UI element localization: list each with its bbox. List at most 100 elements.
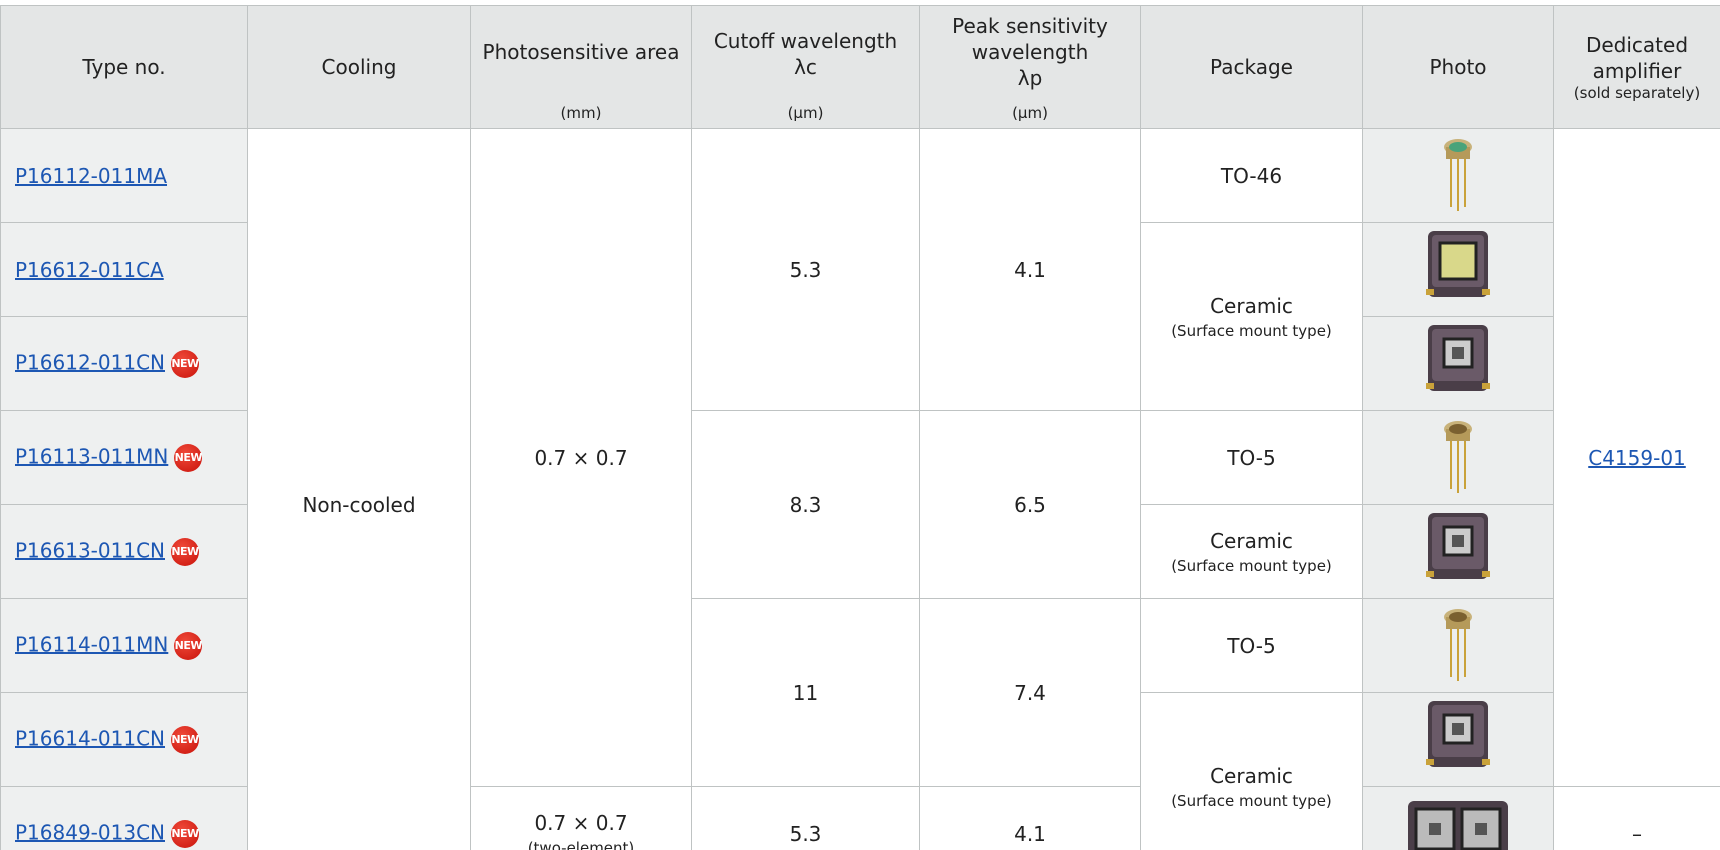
photo-cell — [1362, 692, 1554, 787]
type-link[interactable]: P16614-011CN — [15, 726, 165, 750]
new-badge: NEW — [171, 819, 199, 848]
row: P16849-013CN NEW 0.7 × 0.7 (two-element) 5… — [0, 786, 1720, 850]
package: TO-46 — [1220, 163, 1283, 188]
peak: 7.4 — [1014, 680, 1046, 705]
header-note: (sold separately) — [1573, 84, 1701, 102]
product-photo — [1426, 513, 1490, 579]
header-cell: Type no. — [0, 5, 248, 129]
package-cell: Ceramic (Surface mount type) — [1140, 692, 1363, 850]
type-cell: P16849-013CN NEW — [0, 786, 248, 850]
table-container: Type no. Cooling Photosensitive area (mm)… — [0, 5, 1720, 850]
type-cell: P16612-011CN NEW — [0, 316, 248, 411]
photo-cell — [1362, 128, 1554, 223]
type-link[interactable]: P16114-011MN — [15, 632, 169, 656]
header-label: Type no. — [82, 55, 166, 79]
type-cell: P16614-011CN NEW — [0, 692, 248, 787]
photo-cell — [1362, 316, 1554, 411]
peak: 6.5 — [1014, 492, 1046, 517]
photo-cell — [1362, 598, 1554, 693]
package: TO-5 — [1227, 445, 1276, 470]
area-cell: 0.7 × 0.7 — [470, 128, 692, 787]
product-photo — [1444, 609, 1472, 681]
package-cell: TO-46 — [1140, 128, 1363, 223]
cutoff-cell: 5.3 — [691, 128, 920, 411]
row: P16113-011MN NEW 8.3 6.5 TO-5 — [0, 410, 1720, 599]
area-cell: 0.7 × 0.7 (two-element) — [470, 786, 692, 850]
peak-cell: 6.5 — [919, 410, 1141, 599]
header-label: Dedicated amplifier — [1585, 33, 1689, 83]
header-cell: Dedicated amplifier (sold separately) — [1553, 5, 1720, 129]
amplifier-cell: – — [1553, 786, 1720, 850]
header-unit: (μm) — [1012, 104, 1048, 122]
type-link[interactable]: P16113-011MN — [15, 444, 169, 468]
row: P16612-011CA Ceramic (Surface mount type) — [0, 222, 1720, 411]
cooling-cell: Non-cooled — [247, 128, 471, 850]
amplifier-link[interactable]: C4159-01 — [1588, 445, 1686, 470]
photo-cell — [1362, 786, 1554, 850]
type-cell: P16613-011CN NEW — [0, 504, 248, 599]
product-photo — [1444, 421, 1472, 493]
package: Ceramic — [1210, 293, 1293, 318]
new-badge: NEW — [174, 631, 202, 660]
area: 0.7 × 0.7 — [534, 445, 628, 470]
product-photo — [1426, 325, 1490, 391]
type-cell: P16114-011MN NEW — [0, 598, 248, 693]
package-note: (Surface mount type) — [1171, 321, 1332, 340]
package-note: (Surface mount type) — [1171, 791, 1332, 810]
type-link[interactable]: P16849-013CN — [15, 820, 165, 844]
row: P16114-011MN NEW 11 7.4 TO-5 — [0, 598, 1720, 787]
new-badge: NEW — [174, 443, 202, 472]
row: P16613-011CN NEW Ceramic (Surface mount ty… — [0, 504, 1720, 599]
type-cell: P16112-011MA — [0, 128, 248, 223]
peak: 4.1 — [1014, 821, 1046, 846]
peak-cell: 7.4 — [919, 598, 1141, 787]
type-link[interactable]: P16112-011MA — [15, 163, 168, 188]
amplifier: – — [1632, 821, 1642, 846]
package: Ceramic — [1210, 763, 1293, 788]
cutoff: 5.3 — [789, 257, 822, 282]
product-photo — [1408, 801, 1508, 850]
package: TO-5 — [1227, 633, 1276, 658]
type-cell: P16612-011CA — [0, 222, 248, 317]
cooling: Non-cooled — [302, 492, 416, 517]
header-cell: Photosensitive area (mm) — [470, 5, 692, 129]
header-unit: (mm) — [560, 104, 602, 122]
cutoff: 5.3 — [789, 821, 822, 846]
header-cell: Photo — [1362, 5, 1554, 129]
photo-cell — [1362, 222, 1554, 317]
package-cell: Ceramic (Surface mount type) — [1140, 504, 1363, 599]
cutoff: 8.3 — [789, 492, 822, 517]
peak: 4.1 — [1014, 257, 1046, 282]
header-label: Package — [1210, 55, 1293, 79]
package-cell: Ceramic (Surface mount type) — [1140, 222, 1363, 411]
product-photo — [1426, 231, 1490, 297]
new-badge: NEW — [171, 537, 199, 566]
cutoff-cell: 8.3 — [691, 410, 920, 599]
new-badge: NEW — [171, 349, 199, 378]
type-link[interactable]: P16612-011CA — [15, 257, 164, 282]
type-link[interactable]: P16613-011CN — [15, 538, 165, 562]
area: 0.7 × 0.7 — [534, 810, 628, 835]
type-link[interactable]: P16612-011CN — [15, 350, 165, 374]
cutoff-cell: 5.3 — [691, 786, 920, 850]
header-symbol: λc — [794, 55, 817, 79]
header-label: Photo — [1429, 55, 1487, 79]
header-label: Cutoff wavelength — [713, 29, 898, 53]
header-row: Type no. Cooling Photosensitive area (mm)… — [0, 5, 1720, 129]
header-cell: Cutoff wavelength λc (μm) — [691, 5, 920, 129]
header-cell: Peak sensitivity wavelength λp (μm) — [919, 5, 1141, 129]
area-note: (two-element) — [527, 838, 635, 850]
peak-cell: 4.1 — [919, 128, 1141, 411]
package-note: (Surface mount type) — [1171, 556, 1332, 575]
row: P16614-011CN NEW Ceramic (Surface mount ty… — [0, 692, 1720, 850]
new-badge: NEW — [171, 725, 199, 754]
header-cell: Cooling — [247, 5, 471, 129]
header-label: Peak sensitivity wavelength — [952, 14, 1108, 64]
row: P16112-011MA Non-cooled 0.7 × 0.7 5.3 4.… — [0, 128, 1720, 850]
product-photo — [1426, 701, 1490, 767]
photo-cell — [1362, 504, 1554, 599]
header-cell: Package — [1140, 5, 1363, 129]
type-cell: P16113-011MN NEW — [0, 410, 248, 505]
product-photo — [1444, 139, 1472, 211]
